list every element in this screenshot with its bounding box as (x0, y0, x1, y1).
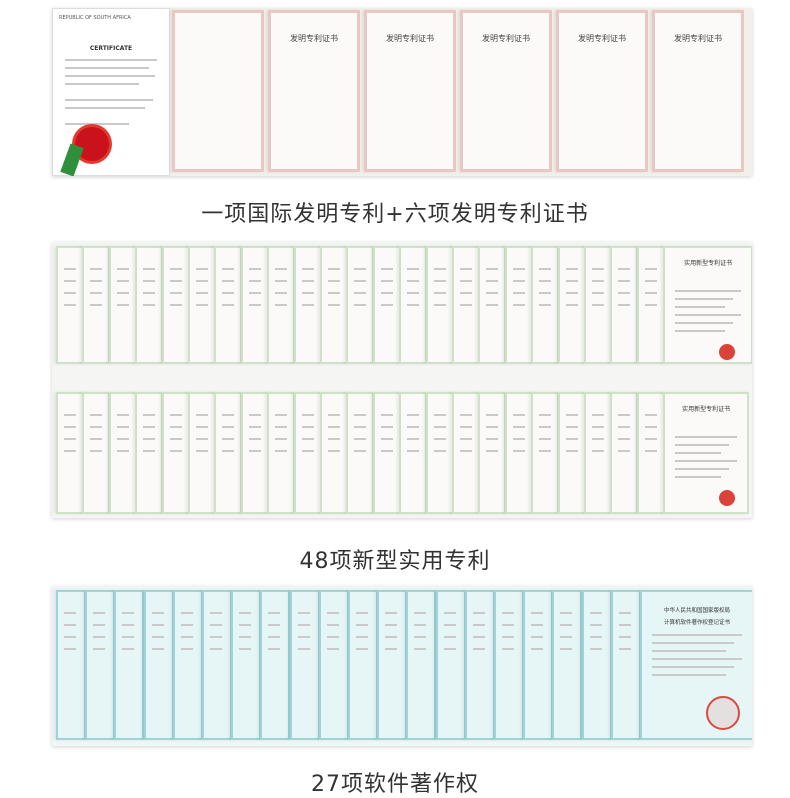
utility-certificate (399, 246, 428, 364)
software-certificate (494, 590, 524, 740)
software-certificate (85, 590, 116, 740)
section-caption: 一项国际发明专利+六项发明专利证书 (201, 202, 589, 227)
utility-certificate (240, 246, 269, 364)
utility-certificate (214, 246, 243, 364)
software-certificate (260, 590, 291, 740)
utility-patents-panel: 实用新型专利证书 实用新型专利证书 (52, 242, 752, 518)
utility-certificate (636, 246, 665, 364)
utility-certificate (161, 246, 190, 364)
invention-certificate: 发明专利证书 (652, 10, 744, 172)
certificate-title: 发明专利证书 (386, 34, 434, 43)
utility-certificate (108, 392, 137, 514)
invention-certificate: 发明专利证书 (460, 10, 552, 172)
software-certificate (610, 590, 641, 740)
utility-certificate (584, 392, 612, 514)
official-seal-icon (706, 696, 740, 730)
certificate-heading: CERTIFICATE (89, 45, 133, 52)
utility-certificate (610, 246, 639, 364)
national-emblem-icon (719, 490, 736, 506)
utility-certificate (425, 246, 454, 364)
software-certificate (143, 590, 174, 740)
international-patent-certificate: REPUBLIC OF SOUTH AFRICA CERTIFICATE (52, 8, 170, 176)
national-emblem-icon (719, 344, 736, 360)
utility-certificate (135, 392, 164, 514)
utility-certificate (399, 392, 428, 514)
utility-certificate (452, 392, 480, 514)
section-caption: 27项软件著作权 (311, 772, 479, 797)
software-certificate: 计算机软件著作权登记证书 中华人民共和国国家版权局 (640, 590, 752, 740)
software-certificate (348, 590, 378, 740)
utility-certificate (293, 392, 322, 514)
software-certificate (552, 590, 583, 740)
software-certificate (289, 590, 320, 740)
invention-certificate: 发明专利证书 (268, 10, 360, 172)
utility-certificate (56, 392, 84, 514)
utility-certificate (135, 246, 164, 364)
utility-certificates-row: 实用新型专利证书 (52, 242, 752, 372)
utility-certificate (82, 392, 111, 514)
certificate-subtitle: 计算机软件著作权登记证书 (663, 620, 730, 626)
utility-certificate (610, 392, 639, 514)
invention-certificate: 发明专利证书 (364, 10, 456, 172)
software-certificate (231, 590, 262, 740)
software-certificate (202, 590, 232, 740)
certificate-title: 发明专利证书 (578, 34, 626, 43)
utility-certificate (557, 392, 586, 514)
utility-certificate (56, 246, 84, 364)
software-certificate (56, 590, 86, 740)
software-certificate (172, 590, 203, 740)
utility-certificate (188, 392, 216, 514)
utility-certificate (372, 246, 401, 364)
utility-certificate (346, 246, 375, 364)
certificate-title: 实用新型专利证书 (684, 260, 733, 267)
utility-certificate (188, 246, 216, 364)
utility-certificate (320, 246, 348, 364)
utility-certificate (320, 392, 348, 514)
utility-certificate (161, 392, 190, 514)
ribbon-icon (60, 143, 84, 176)
software-certificate (464, 590, 495, 740)
utility-certificate (267, 246, 296, 364)
invention-certificates-row: 发明专利证书 发明专利证书 发明专利证书 发明专利证书 发明专利证书 (172, 8, 752, 176)
utility-certificate (452, 246, 480, 364)
utility-certificates-row: 实用新型专利证书 (52, 388, 752, 518)
software-certificate (114, 590, 145, 740)
utility-certificate (531, 392, 560, 514)
utility-certificate (557, 246, 586, 364)
software-certificate (318, 590, 349, 740)
utility-certificate (478, 392, 507, 514)
software-certificate (377, 590, 408, 740)
certificate-title: 发明专利证书 (290, 34, 338, 43)
section-caption: 48项新型实用专利 (299, 549, 491, 574)
utility-certificate (214, 392, 243, 514)
invention-patents-panel: REPUBLIC OF SOUTH AFRICA CERTIFICATE 发明专… (52, 8, 752, 176)
utility-certificate (108, 246, 137, 364)
certificate-title: 发明专利证书 (674, 34, 722, 43)
utility-certificate (478, 246, 507, 364)
software-certificate (581, 590, 612, 740)
certificate-title: 中华人民共和国国家版权局 (663, 608, 730, 614)
utility-certificate (504, 246, 533, 364)
invention-certificate: 发明专利证书 (556, 10, 648, 172)
utility-certificate (267, 392, 296, 514)
software-certificate (435, 590, 466, 740)
software-certificate (523, 590, 554, 740)
utility-certificate (240, 392, 269, 514)
utility-certificate (346, 392, 375, 514)
software-certificate (406, 590, 437, 740)
utility-certificate: 实用新型专利证书 (663, 246, 752, 364)
certificate-title: 实用新型专利证书 (682, 406, 731, 413)
certificate-title: 发明专利证书 (482, 34, 530, 43)
utility-certificate (584, 246, 612, 364)
software-copyright-panel: 计算机软件著作权登记证书 中华人民共和国国家版权局 (52, 586, 752, 746)
utility-certificate (504, 392, 533, 514)
software-certificates-row: 计算机软件著作权登记证书 中华人民共和国国家版权局 (52, 586, 752, 746)
utility-certificate: 实用新型专利证书 (663, 392, 750, 514)
utility-certificate (425, 392, 454, 514)
utility-certificate (531, 246, 560, 364)
utility-certificate (636, 392, 665, 514)
utility-certificate (82, 246, 111, 364)
utility-certificate (372, 392, 401, 514)
utility-certificate (293, 246, 322, 364)
